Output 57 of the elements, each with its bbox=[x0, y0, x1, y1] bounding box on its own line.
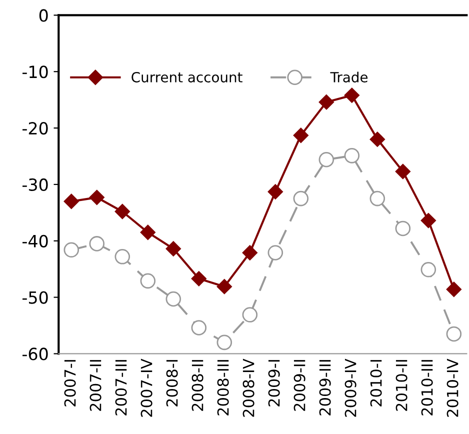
x-tick-label: 2010-III bbox=[421, 360, 433, 416]
point bbox=[191, 320, 207, 336]
x-tick-label: 2007-III bbox=[115, 360, 127, 416]
point bbox=[166, 241, 181, 256]
point bbox=[344, 88, 360, 103]
y-tick-label: -50 bbox=[22, 291, 48, 304]
legend-label: Trade bbox=[330, 72, 368, 82]
point bbox=[114, 249, 130, 264]
x-tick-label: 2009-IV bbox=[344, 358, 356, 417]
point bbox=[268, 245, 284, 260]
x-tick-label: 2007-I bbox=[64, 360, 76, 406]
point bbox=[395, 164, 410, 180]
point bbox=[420, 212, 436, 228]
point bbox=[140, 224, 156, 240]
point bbox=[318, 94, 334, 110]
point bbox=[420, 262, 436, 278]
x-tick-label: 2010-IV bbox=[446, 358, 458, 417]
x-tick-label: 2010-II bbox=[396, 360, 408, 411]
point bbox=[114, 204, 130, 220]
point bbox=[140, 273, 156, 289]
point bbox=[191, 271, 206, 286]
point bbox=[293, 190, 309, 206]
x-tick-label: 2009-III bbox=[319, 360, 331, 416]
point bbox=[446, 282, 462, 297]
x-tick-label: 2009-I bbox=[268, 360, 280, 406]
x-tick-label: 2008-I bbox=[166, 360, 178, 406]
x-tick-label: 2009-II bbox=[294, 360, 306, 411]
y-tick-label: -20 bbox=[22, 122, 48, 135]
point bbox=[64, 194, 79, 209]
x-tick-label: 2008-III bbox=[217, 360, 229, 416]
point bbox=[216, 279, 232, 294]
point bbox=[242, 245, 258, 260]
x-tick-label: 2008-IV bbox=[242, 358, 254, 417]
point bbox=[344, 148, 360, 164]
x-tick-label: 2007-II bbox=[90, 360, 102, 411]
point bbox=[370, 132, 385, 147]
point bbox=[64, 242, 80, 258]
x-tick-label: 2010-I bbox=[370, 360, 382, 406]
legend-label: Current account bbox=[132, 72, 242, 82]
point bbox=[318, 152, 334, 168]
y-tick-label: -40 bbox=[22, 234, 48, 248]
y-tick-label: -30 bbox=[22, 178, 48, 192]
point bbox=[370, 190, 386, 206]
point bbox=[395, 220, 411, 236]
point bbox=[216, 334, 232, 350]
point bbox=[293, 128, 308, 143]
point bbox=[268, 184, 283, 200]
y-tick-label: -60 bbox=[22, 348, 48, 360]
x-tick-label: 2007-IV bbox=[140, 358, 152, 417]
point bbox=[242, 307, 258, 322]
x-tick-label: 2008-II bbox=[192, 360, 204, 411]
point bbox=[166, 291, 182, 307]
point bbox=[89, 190, 104, 205]
y-tick-label: 0 bbox=[39, 9, 48, 22]
y-tick-label: -10 bbox=[22, 66, 48, 78]
point bbox=[89, 236, 105, 252]
point bbox=[446, 326, 462, 342]
